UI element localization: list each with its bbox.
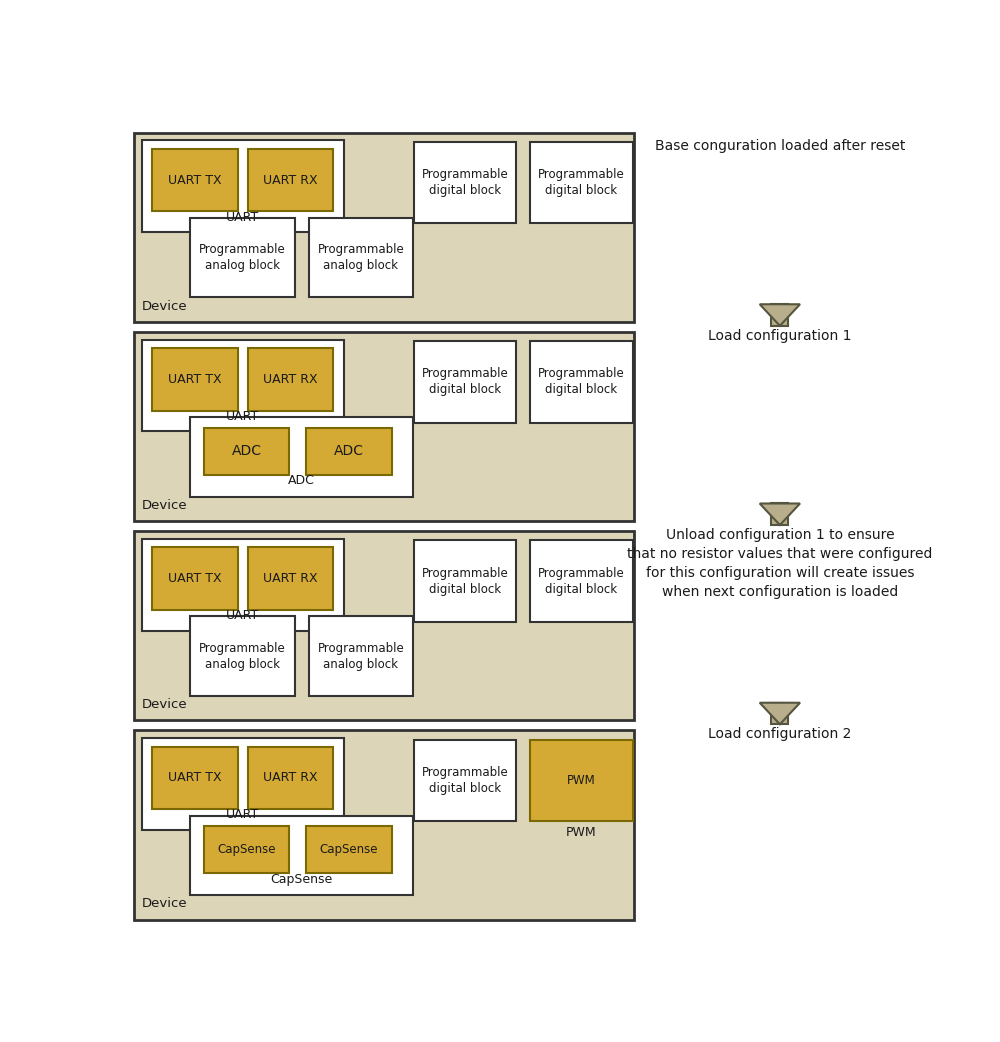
Text: Programmable
digital block: Programmable digital block: [538, 567, 625, 596]
Bar: [152, 547, 238, 610]
Bar: [771, 503, 788, 525]
Text: UART: UART: [226, 410, 259, 423]
Text: ADC: ADC: [288, 474, 315, 488]
Text: UART TX: UART TX: [168, 373, 222, 386]
Bar: [142, 141, 344, 232]
Text: Load configuration 2: Load configuration 2: [708, 727, 852, 741]
Text: CapSense: CapSense: [271, 873, 333, 886]
Bar: [190, 616, 295, 696]
Polygon shape: [760, 503, 800, 525]
Bar: [152, 149, 238, 212]
Bar: [414, 142, 516, 223]
Text: Programmable
digital block: Programmable digital block: [538, 168, 625, 197]
Text: UART RX: UART RX: [263, 771, 318, 785]
Bar: [134, 730, 634, 920]
Text: CapSense: CapSense: [217, 843, 276, 857]
Text: CapSense: CapSense: [320, 843, 378, 857]
Text: Programmable
analog block: Programmable analog block: [199, 642, 286, 671]
Text: ADC: ADC: [232, 445, 262, 458]
Bar: [134, 531, 634, 720]
Bar: [134, 132, 634, 322]
Text: Programmable
digital block: Programmable digital block: [422, 766, 509, 795]
Bar: [190, 816, 413, 895]
Text: PWM: PWM: [566, 826, 597, 840]
Bar: [530, 740, 633, 821]
Bar: [248, 149, 333, 212]
Text: Programmable
digital block: Programmable digital block: [422, 368, 509, 396]
Text: UART RX: UART RX: [263, 174, 318, 187]
Text: ADC: ADC: [334, 445, 364, 458]
Bar: [306, 428, 392, 475]
Bar: [204, 826, 289, 873]
Text: Device: Device: [142, 300, 188, 313]
Bar: [309, 616, 413, 696]
Text: UART RX: UART RX: [263, 373, 318, 386]
Text: Programmable
digital block: Programmable digital block: [538, 368, 625, 396]
Text: UART: UART: [226, 610, 259, 622]
Bar: [142, 340, 344, 431]
Bar: [152, 747, 238, 810]
Text: Programmable
analog block: Programmable analog block: [199, 243, 286, 272]
Bar: [414, 740, 516, 821]
Bar: [530, 341, 633, 423]
Bar: [248, 547, 333, 610]
Bar: [190, 417, 413, 497]
Text: UART RX: UART RX: [263, 572, 318, 586]
Bar: [248, 747, 333, 810]
Bar: [771, 702, 788, 724]
Text: UART: UART: [226, 210, 259, 224]
Bar: [414, 541, 516, 622]
Text: UART TX: UART TX: [168, 771, 222, 785]
Text: Base conguration loaded after reset: Base conguration loaded after reset: [655, 139, 905, 153]
Bar: [248, 348, 333, 411]
Bar: [142, 738, 344, 829]
Bar: [204, 428, 289, 475]
Text: Unload configuration 1 to ensure
that no resistor values that were configured
fo: Unload configuration 1 to ensure that no…: [627, 528, 933, 599]
Text: UART: UART: [226, 809, 259, 821]
Bar: [530, 541, 633, 622]
Text: Device: Device: [142, 897, 188, 911]
Text: Programmable
analog block: Programmable analog block: [318, 243, 404, 272]
Bar: [771, 304, 788, 326]
Text: UART TX: UART TX: [168, 174, 222, 187]
Bar: [309, 218, 413, 297]
Polygon shape: [760, 304, 800, 326]
Text: Programmable
analog block: Programmable analog block: [318, 642, 404, 671]
Text: Programmable
digital block: Programmable digital block: [422, 567, 509, 596]
Bar: [142, 539, 344, 630]
Bar: [306, 826, 392, 873]
Text: UART TX: UART TX: [168, 572, 222, 586]
Bar: [414, 341, 516, 423]
Bar: [152, 348, 238, 411]
Bar: [530, 142, 633, 223]
Text: Programmable
digital block: Programmable digital block: [422, 168, 509, 197]
Bar: [190, 218, 295, 297]
Polygon shape: [760, 702, 800, 724]
Text: Load configuration 1: Load configuration 1: [708, 329, 852, 343]
Text: Device: Device: [142, 698, 188, 712]
Text: Device: Device: [142, 499, 188, 512]
Bar: [134, 332, 634, 521]
Text: PWM: PWM: [567, 774, 596, 787]
